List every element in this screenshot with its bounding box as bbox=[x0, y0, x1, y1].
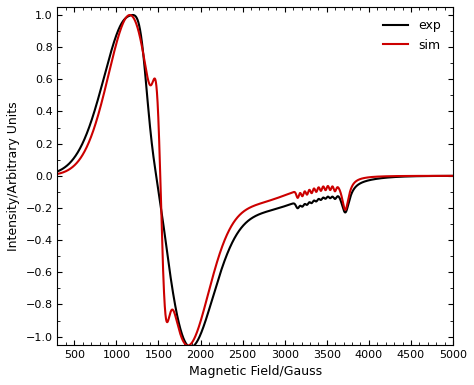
Line: sim: sim bbox=[57, 15, 453, 346]
exp bbox=[248, 216, 254, 221]
exp bbox=[55, 169, 60, 174]
Legend: exp, sim: exp, sim bbox=[376, 13, 447, 58]
sim bbox=[132, 18, 138, 23]
exp bbox=[450, 174, 456, 178]
sim bbox=[78, 155, 84, 159]
sim bbox=[429, 174, 435, 178]
exp bbox=[78, 144, 84, 149]
sim bbox=[185, 343, 191, 348]
sim bbox=[248, 205, 254, 209]
exp bbox=[56, 168, 62, 173]
exp bbox=[132, 13, 138, 18]
Line: exp: exp bbox=[57, 15, 453, 347]
sim bbox=[127, 13, 133, 17]
X-axis label: Magnetic Field/Gauss: Magnetic Field/Gauss bbox=[189, 365, 322, 378]
Y-axis label: Intensity/Arbitrary Units: Intensity/Arbitrary Units bbox=[7, 101, 20, 251]
sim bbox=[71, 164, 77, 168]
exp bbox=[71, 156, 77, 161]
sim bbox=[56, 171, 62, 176]
sim bbox=[450, 174, 456, 178]
sim bbox=[55, 172, 60, 176]
exp bbox=[188, 345, 193, 350]
exp bbox=[130, 13, 136, 17]
exp bbox=[429, 174, 435, 178]
